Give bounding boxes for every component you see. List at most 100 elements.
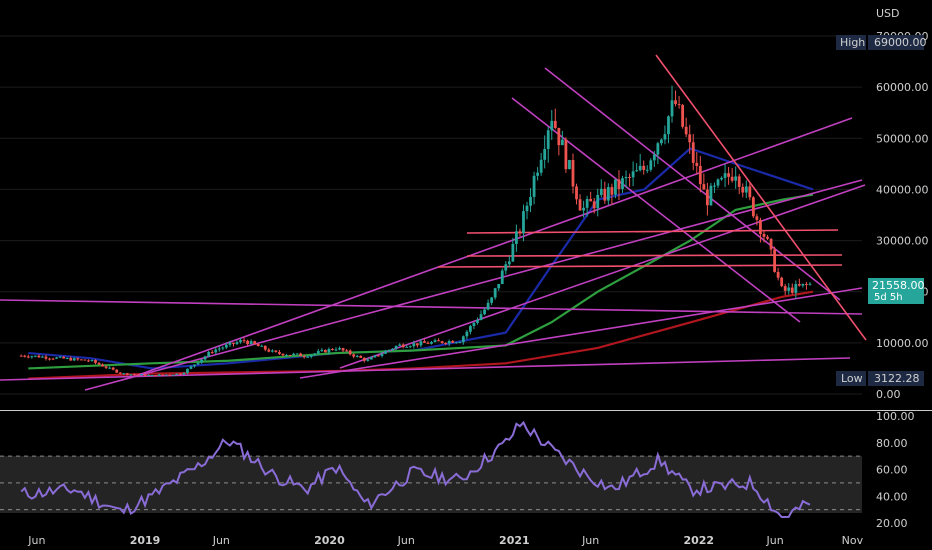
candle-body [769,238,773,250]
candle-body [186,368,189,374]
candle-body [571,160,575,187]
candle-body [610,187,614,195]
candle-body [133,374,136,376]
candle-body [359,355,363,358]
candle-body [426,342,430,344]
candle-body [476,319,479,323]
candle-body [500,270,504,285]
candle-body [76,358,80,360]
candle-body [461,336,465,343]
rsi-line [20,420,811,518]
pane-divider[interactable] [0,410,932,411]
low-badge-value-bg [868,371,924,386]
candle-body [288,354,292,356]
time-tick-label: 2022 [683,534,714,547]
candle-body [154,375,158,377]
candle-body [398,344,402,346]
candle-body [766,236,769,239]
candle-body [773,249,776,272]
candle-body [33,355,37,357]
candle-body [136,374,140,376]
candle-body [26,356,30,358]
candle-body [65,357,69,359]
candle-body [256,344,260,347]
candle-body [313,353,317,355]
candle-body [741,186,745,193]
candle-body [430,342,433,344]
candle-body [801,283,805,286]
candle-body [299,353,303,357]
candle-body [232,342,235,344]
price-tick-label: 0.00 [876,388,901,401]
candle-body [267,349,271,352]
candle-body [578,199,582,211]
rsi-chart[interactable]: 100.00 80.00 60.00 40.00 20.00 [0,411,932,531]
candle-body [203,356,207,360]
price-chart[interactable]: USD 70000.0060000.0050000.0040000.003000… [0,0,932,410]
candle-body [606,187,610,201]
candle-body [355,355,359,357]
candle-body [444,342,448,344]
candle-body [210,352,214,354]
candle-body [652,154,656,161]
rsi-tick-label: 20.00 [876,517,908,530]
candle-body [744,186,748,193]
candle-body [564,139,568,170]
sma-line-red [28,290,814,380]
candle-body [617,179,621,189]
last-price-value: 21558.00 [872,279,925,292]
time-tick-label: Nov [842,534,864,547]
candle-body [465,331,469,337]
candle-body [83,359,87,361]
candle-body [214,349,218,353]
candle-body [539,159,543,173]
candle-body [377,355,380,357]
candle-body [423,341,426,343]
candle-body [387,349,391,352]
price-tick-label: 10000.00 [876,337,929,350]
candle-body [486,302,490,310]
candle-body [543,148,547,160]
candle-body [776,271,780,278]
candle-body [507,261,511,265]
candle-body [41,356,44,358]
candle-body [748,186,752,198]
candle-body [437,340,440,342]
candle-body [178,373,182,375]
candle-body [780,277,784,287]
candle-body [72,358,76,361]
candle-body [663,134,667,140]
trendline [437,264,843,268]
candle-body [720,177,723,180]
candle-body [553,120,557,128]
sma-line-blue [28,147,814,370]
candle-body [408,346,412,348]
time-tick-label: Jun [581,534,599,547]
candle-body [19,355,23,357]
time-tick-label: Jun [397,534,415,547]
candle-body [316,351,320,354]
high-badge-value: 69000.00 [874,36,927,49]
time-tick-label: Jun [765,534,783,547]
candle-body [228,342,232,345]
candle-body [727,173,731,177]
candle-body [302,356,306,358]
candle-body [108,367,112,369]
candle-body [171,374,175,376]
high-badge-label-bg [836,35,866,50]
trendline [544,67,841,301]
price-tick-label: 40000.00 [876,183,929,196]
trendline [655,54,867,341]
candle-body [458,342,462,344]
candle-body [348,350,352,355]
candle-body [674,100,677,105]
candle-body [656,143,660,155]
candle-body [320,349,324,352]
candle-body [221,347,225,349]
candle-body [48,358,51,360]
candle-body [69,357,73,361]
candle-body [366,359,370,361]
candle-body [681,104,685,127]
candle-body [143,374,147,376]
